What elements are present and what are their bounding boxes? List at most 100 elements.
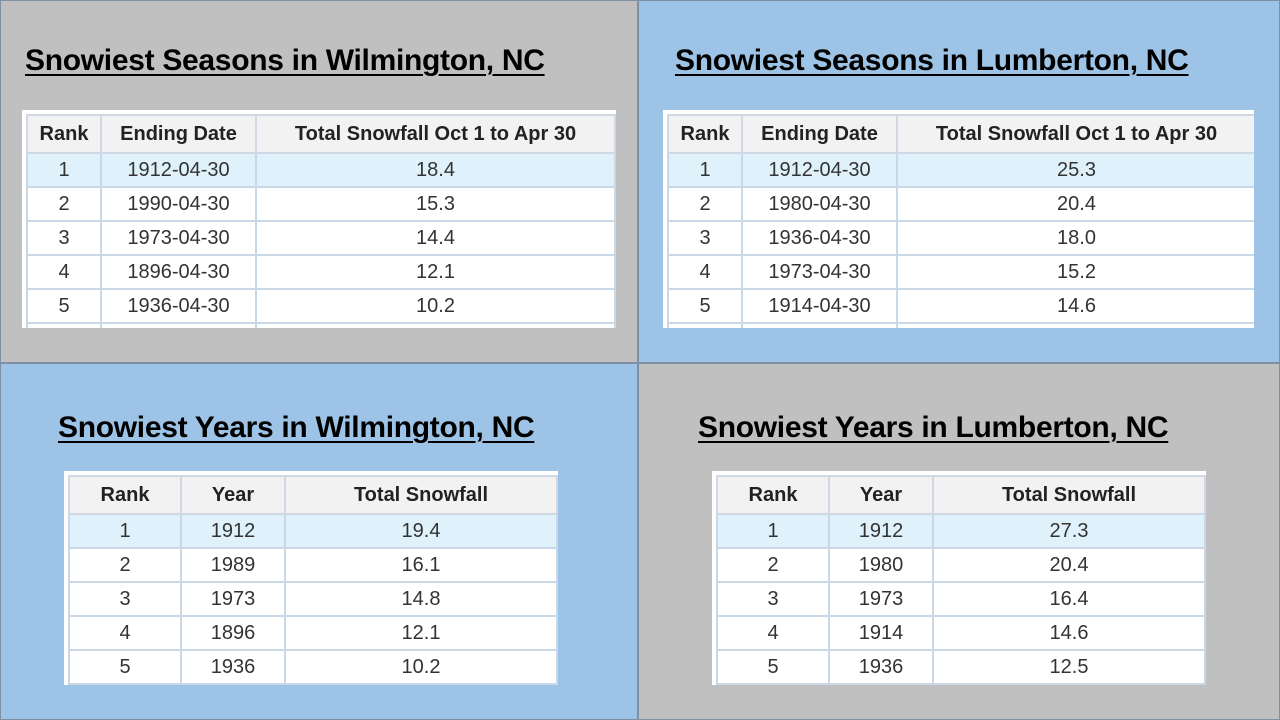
table-cell: 1914	[828, 615, 934, 651]
column-header: Ending Date	[741, 114, 898, 154]
table-cell	[667, 322, 743, 328]
table-cell: 16.4	[932, 581, 1206, 617]
table-row: 3 1936-04-30 18.0	[667, 220, 1254, 256]
table-cell: 18.0	[896, 220, 1254, 256]
table-cell: 14.6	[932, 615, 1206, 651]
table-cell: 2	[26, 186, 102, 222]
table-cell: 14.8	[284, 581, 558, 617]
table-cell: 1980-04-30	[741, 186, 898, 222]
table-cell: 1980	[828, 547, 934, 583]
table-cell: 1912-04-30	[741, 152, 898, 188]
table-cell: 1973-04-30	[741, 254, 898, 290]
table-cell: 12.1	[255, 254, 616, 290]
table-cell: 14.4	[255, 220, 616, 256]
table-cell	[896, 322, 1254, 328]
table-row: 4 1896-04-30 12.1	[26, 254, 616, 290]
column-header: Total Snowfall	[284, 475, 558, 515]
column-header: Total Snowfall	[932, 475, 1206, 515]
table-row: 2 1989 16.1	[68, 547, 558, 583]
table-cell: 4	[716, 615, 830, 651]
table-cell: 1936-04-30	[100, 288, 257, 324]
table-cell: 2	[716, 547, 830, 583]
table-row: 4 1973-04-30 15.2	[667, 254, 1254, 290]
table-cell: 10.2	[255, 288, 616, 324]
table-cell	[932, 683, 1206, 685]
table-cell: 1990-04-30	[100, 186, 257, 222]
table-row: 4 1914 14.6	[716, 615, 1206, 651]
table-cell	[68, 683, 182, 685]
table-cell: 18.4	[255, 152, 616, 188]
column-header: Rank	[716, 475, 830, 515]
table-cell: 12.5	[932, 649, 1206, 685]
panel-title: Snowiest Years in Wilmington, NC	[58, 411, 535, 444]
table-cell: 3	[68, 581, 182, 617]
table-row: 5 1936 10.2	[68, 649, 558, 685]
column-header: Ending Date	[100, 114, 257, 154]
table-cell: 1973	[828, 581, 934, 617]
table-cell: 12.1	[284, 615, 558, 651]
table-cell: 25.3	[896, 152, 1254, 188]
table-row: 1 1912 19.4	[68, 513, 558, 549]
table-row-cutoff	[68, 683, 558, 685]
column-header: Rank	[68, 475, 182, 515]
table-cell	[828, 683, 934, 685]
table-cell: 20.4	[932, 547, 1206, 583]
panel-title: Snowiest Seasons in Wilmington, NC	[25, 44, 545, 77]
table-cell: 4	[667, 254, 743, 290]
table-row-cutoff	[716, 683, 1206, 685]
table-row: 1 1912-04-30 25.3	[667, 152, 1254, 188]
table-row: 4 1896 12.1	[68, 615, 558, 651]
table-cell: 1936	[180, 649, 286, 685]
table-cell: 1973	[180, 581, 286, 617]
table-row: 3 1973 14.8	[68, 581, 558, 617]
table-cell: 4	[26, 254, 102, 290]
table-cell: 1973-04-30	[100, 220, 257, 256]
table-cell: 5	[716, 649, 830, 685]
table-cell: 1896	[180, 615, 286, 651]
table-cell: 1896-04-30	[100, 254, 257, 290]
table-cell: 3	[716, 581, 830, 617]
table-cell: 3	[26, 220, 102, 256]
table-lumberton-seasons: Rank Ending Date Total Snowfall Oct 1 to A…	[663, 110, 1254, 328]
table-cell: 10.2	[284, 649, 558, 685]
table-cell: 4	[68, 615, 182, 651]
table-cell: 1912	[180, 513, 286, 549]
table-row: 1 1912 27.3	[716, 513, 1206, 549]
table-cell: 15.2	[896, 254, 1254, 290]
table-cell: 2	[667, 186, 743, 222]
table-cell	[100, 322, 257, 328]
column-header: Total Snowfall Oct 1 to Apr 30	[896, 114, 1254, 154]
table-cell: 1	[26, 152, 102, 188]
table-wilmington-seasons: Rank Ending Date Total Snowfall Oct 1 to A…	[22, 110, 616, 328]
table-cell: 20.4	[896, 186, 1254, 222]
table-cell: 5	[68, 649, 182, 685]
table-row: 2 1980 20.4	[716, 547, 1206, 583]
table-cell: 27.3	[932, 513, 1206, 549]
panel-title: Snowiest Years in Lumberton, NC	[698, 411, 1169, 444]
table-cell	[180, 683, 286, 685]
table-cell	[26, 322, 102, 328]
table-row-cutoff	[26, 322, 616, 328]
header-row: Rank Year Total Snowfall	[68, 475, 558, 515]
table-cell: 14.6	[896, 288, 1254, 324]
table-cell: 1	[68, 513, 182, 549]
table-cell: 1936	[828, 649, 934, 685]
column-header: Rank	[26, 114, 102, 154]
header-row: Rank Ending Date Total Snowfall Oct 1 to A…	[26, 114, 616, 154]
table-row: 2 1990-04-30 15.3	[26, 186, 616, 222]
table-cell: 1936-04-30	[741, 220, 898, 256]
table-wilmington-years: Rank Year Total Snowfall 1 1912 19.4 2 1989 16.1…	[64, 471, 558, 685]
table-cell: 19.4	[284, 513, 558, 549]
table-row: 2 1980-04-30 20.4	[667, 186, 1254, 222]
header-row: Rank Ending Date Total Snowfall Oct 1 to A…	[667, 114, 1254, 154]
table-cell: 1912-04-30	[100, 152, 257, 188]
table-row: 3 1973-04-30 14.4	[26, 220, 616, 256]
table-cell: 16.1	[284, 547, 558, 583]
header-row: Rank Year Total Snowfall	[716, 475, 1206, 515]
table-cell: 1	[716, 513, 830, 549]
table-cell	[284, 683, 558, 685]
column-header: Year	[828, 475, 934, 515]
table-cell: 2	[68, 547, 182, 583]
table-row: 3 1973 16.4	[716, 581, 1206, 617]
table-cell	[255, 322, 616, 328]
